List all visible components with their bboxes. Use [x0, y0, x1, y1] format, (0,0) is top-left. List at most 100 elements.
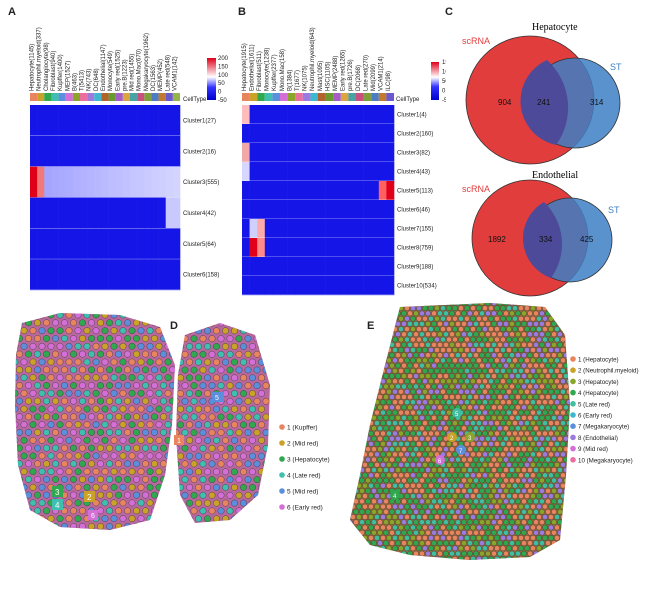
heatmap-cell	[386, 219, 395, 239]
spot	[428, 514, 434, 520]
spot	[20, 405, 28, 413]
spot	[222, 405, 229, 413]
spot	[386, 430, 392, 437]
spot	[226, 491, 234, 499]
spot	[416, 315, 422, 322]
spot	[518, 482, 524, 489]
spot	[542, 368, 548, 374]
spot	[383, 415, 389, 421]
spot	[92, 483, 100, 491]
spot	[262, 382, 270, 390]
spot	[515, 373, 521, 379]
spot	[235, 397, 243, 405]
spot	[231, 499, 238, 507]
spot	[563, 519, 569, 525]
spot	[419, 456, 425, 463]
spot	[110, 483, 118, 491]
spot	[491, 342, 497, 348]
spot	[359, 425, 365, 432]
spot	[476, 336, 482, 343]
celltype-swatch	[272, 93, 280, 101]
heatmap-cell	[65, 105, 74, 137]
spot	[419, 498, 425, 505]
spot	[368, 524, 374, 531]
spot	[199, 350, 207, 358]
spot	[413, 321, 419, 327]
heatmap-cell	[287, 105, 296, 125]
spot	[509, 519, 515, 525]
spot	[530, 399, 536, 405]
spot	[392, 420, 398, 426]
spot	[365, 303, 371, 306]
spot	[548, 347, 554, 353]
spot	[389, 456, 395, 463]
spot	[512, 535, 518, 541]
spot	[494, 461, 500, 468]
spot	[446, 503, 452, 510]
spot	[494, 535, 500, 541]
spot	[449, 498, 455, 505]
celltype-swatch	[333, 93, 341, 101]
celltype-swatch	[348, 93, 356, 101]
spot	[443, 303, 449, 306]
spot	[464, 315, 470, 322]
spot	[518, 461, 524, 468]
spot	[500, 524, 506, 531]
spot	[231, 515, 238, 523]
column-label: HSC(1105)	[325, 61, 331, 91]
spot	[119, 452, 127, 460]
spot	[88, 460, 95, 468]
row-label: Cluster10(534)	[397, 284, 437, 290]
spot	[350, 352, 353, 359]
heatmap-cell	[363, 162, 372, 182]
heatmap-cell	[165, 166, 174, 198]
spot	[470, 399, 476, 405]
heatmap-cell	[310, 105, 319, 125]
spot	[491, 529, 497, 536]
spot	[434, 347, 440, 353]
spot	[548, 451, 554, 458]
spot	[548, 420, 554, 426]
spot	[97, 413, 104, 421]
spot	[356, 420, 362, 426]
spot	[169, 413, 175, 421]
heatmap-cell	[130, 166, 138, 198]
spot	[353, 519, 359, 525]
spot	[392, 535, 398, 541]
spot	[449, 415, 455, 421]
spot	[386, 472, 392, 479]
spot	[34, 460, 41, 468]
spot	[431, 550, 437, 557]
spot	[368, 555, 374, 560]
spot	[383, 383, 389, 390]
legend-swatch	[279, 456, 285, 462]
spot	[16, 429, 23, 436]
spot	[410, 503, 416, 510]
spot	[204, 436, 211, 444]
spot	[455, 342, 461, 348]
spot	[186, 421, 193, 429]
spot	[509, 477, 515, 484]
spot	[470, 357, 476, 364]
spot	[52, 366, 59, 374]
spot	[512, 430, 518, 437]
heatmap-cell	[272, 124, 281, 144]
spot	[461, 303, 467, 306]
spot	[557, 540, 563, 546]
spot	[464, 461, 470, 468]
spot	[240, 483, 247, 491]
spot	[506, 545, 512, 552]
heatmap-cell	[272, 200, 281, 220]
spot	[204, 499, 211, 507]
heatmap-cell	[280, 200, 288, 220]
spot	[262, 507, 270, 515]
heatmap-cell	[295, 143, 304, 163]
spot	[419, 529, 425, 536]
spot	[518, 514, 524, 520]
spot	[482, 347, 488, 353]
spot	[413, 383, 419, 390]
spot	[371, 529, 377, 536]
spot	[380, 357, 386, 364]
spot	[461, 373, 467, 379]
spot	[359, 404, 365, 411]
